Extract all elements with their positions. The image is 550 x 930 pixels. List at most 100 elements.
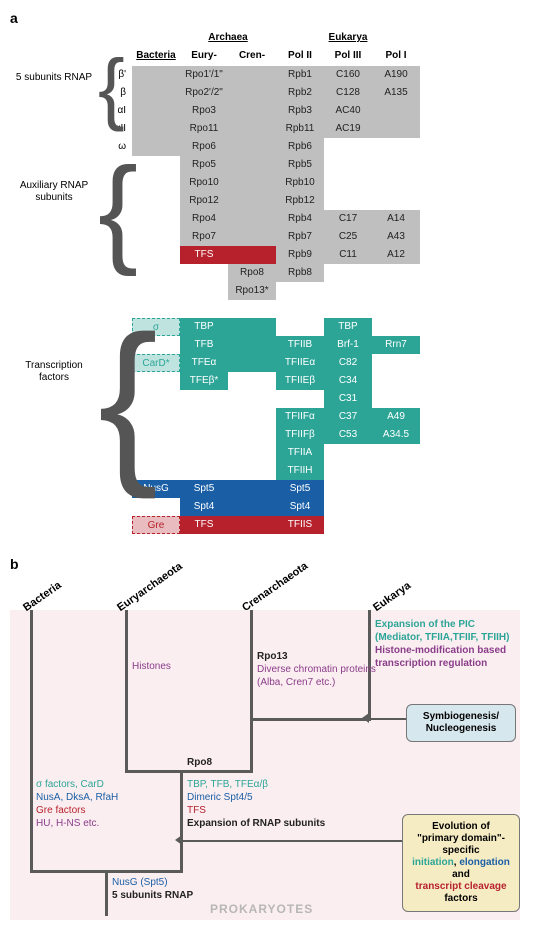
table-cell: TFIIEα: [276, 354, 324, 372]
table-cell: C82: [324, 354, 372, 372]
table-cell: [372, 282, 420, 300]
table-cell: [132, 120, 180, 138]
table-cell: Rpb9: [276, 246, 324, 264]
table-cell: TFIIB: [276, 336, 324, 354]
col-cren: Cren-: [228, 48, 276, 66]
c2-mid1: "primary domain"-specific: [417, 833, 505, 856]
table-cell: [132, 228, 180, 246]
table-cell: TFIIA: [276, 444, 324, 462]
table-cell: [372, 462, 420, 480]
table-cell: Spt4: [276, 498, 324, 516]
table-cell: [132, 498, 180, 516]
cren-l1: Rpo13: [257, 651, 288, 662]
row-label: [22, 516, 132, 534]
callout-evolution: Evolution of "primary domain"-specific i…: [402, 814, 520, 912]
table-cell: [228, 426, 276, 444]
table-cell: [324, 192, 372, 210]
row-label: [22, 498, 132, 516]
line-arch-v: [180, 770, 183, 870]
section-label-core: 5 subunits RNAP: [10, 72, 98, 84]
table-cell: [132, 210, 180, 228]
table-cell: [132, 264, 180, 282]
arrow1-head: [362, 713, 369, 723]
table-cell: Gre: [132, 516, 180, 534]
col-pol1: Pol I: [372, 48, 420, 66]
table-cell: [372, 480, 420, 498]
table-cell: [276, 318, 324, 336]
row-label: [22, 282, 132, 300]
bact-l1: σ factors, CarD: [36, 779, 104, 790]
table-cell: [372, 174, 420, 192]
euk-text: Expansion of the PIC (Mediator, TFIIA,TF…: [375, 618, 515, 670]
table-cell: [180, 408, 228, 426]
table-cell: C160: [324, 66, 372, 84]
table-cell: TFIIS: [276, 516, 324, 534]
table-cell: Rpo2'/2": [180, 84, 228, 102]
table-cell: Rpo6: [180, 138, 228, 156]
tree-box: Bacteria Euryarchaeota Crenarchaeota Euk…: [10, 610, 520, 920]
table-cell: A34.5: [372, 426, 420, 444]
table-cell: [228, 120, 276, 138]
c2-init: initiation: [412, 857, 454, 868]
arrow2-head: [175, 835, 182, 845]
table-cell: C34: [324, 372, 372, 390]
line-cren-v: [250, 610, 253, 770]
table-cell: C128: [324, 84, 372, 102]
hdr-spacer: [132, 30, 180, 48]
col-bacteria: Bacteria: [132, 48, 180, 66]
table-cell: [372, 444, 420, 462]
table-cell: A190: [372, 66, 420, 84]
table-cell: [132, 138, 180, 156]
table-cell: [132, 156, 180, 174]
c1-l2: Nucleogenesis: [426, 723, 497, 734]
table-cell: Rpo12: [180, 192, 228, 210]
col-pol2: Pol II: [276, 48, 324, 66]
table-cell: Rpb10: [276, 174, 324, 192]
table-cell: [228, 390, 276, 408]
bact-l4: HU, H-NS etc.: [36, 818, 99, 829]
table-cell: TFIIH: [276, 462, 324, 480]
table-cell: [324, 516, 372, 534]
table-cell: TFS: [180, 246, 228, 264]
table-cell: [228, 480, 276, 498]
col-pol3: Pol III: [324, 48, 372, 66]
table-cell: [228, 102, 276, 120]
table-cell: [324, 282, 372, 300]
table-cell: [228, 228, 276, 246]
table-cell: A12: [372, 246, 420, 264]
bact-l3: Gre factors: [36, 805, 85, 816]
table-cell: Rpo10: [180, 174, 228, 192]
table-cell: C31: [324, 390, 372, 408]
table-cell: [324, 138, 372, 156]
table-cell: [228, 462, 276, 480]
table-cell: TFIIFα: [276, 408, 324, 426]
table-cell: [372, 102, 420, 120]
table-cell: Rpo3: [180, 102, 228, 120]
ae-l0: Rpo8: [187, 757, 212, 768]
table-cell: Rpb12: [276, 192, 324, 210]
c2-pre: Evolution of: [432, 821, 490, 832]
table-cell: [228, 174, 276, 192]
table-cell: [180, 282, 228, 300]
table-cell: [132, 84, 180, 102]
table-cell: Rpo4: [180, 210, 228, 228]
table-cell: [372, 516, 420, 534]
table-cell: TFEα: [180, 354, 228, 372]
line-bact-v: [30, 610, 33, 870]
line-root-v: [105, 870, 108, 916]
hdr-eukarya: Eukarya: [276, 30, 420, 48]
leaf-cren: Crenarchaeota: [240, 560, 310, 614]
table-cell: [372, 498, 420, 516]
prokaryotes-label: PROKARYOTES: [210, 902, 313, 916]
table-cell: [372, 156, 420, 174]
archEuk-text: Rpo8: [187, 756, 212, 769]
table-cell: [228, 354, 276, 372]
table-cell: TBP: [180, 318, 228, 336]
table-cell: [372, 372, 420, 390]
table-cell: [228, 498, 276, 516]
table-cell: [228, 300, 276, 318]
c2-and: and: [452, 869, 470, 880]
table-cell: TFS: [180, 516, 228, 534]
table-cell: [324, 174, 372, 192]
table-cell: Rpb4: [276, 210, 324, 228]
